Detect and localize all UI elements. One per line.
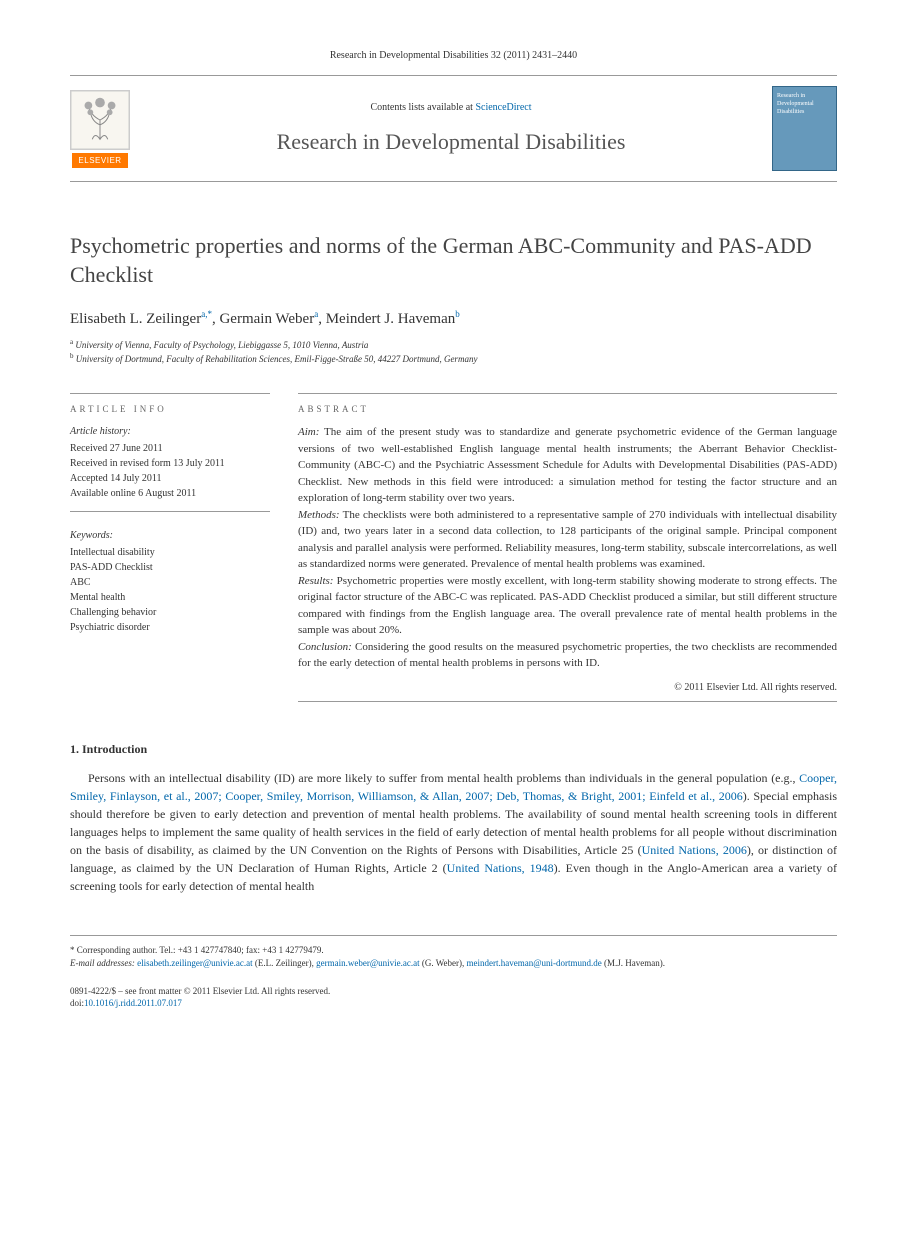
affiliation-text: University of Vienna, Faculty of Psychol… [75,340,368,350]
history-item: Received in revised form 13 July 2011 [70,456,270,471]
affiliations: a University of Vienna, Faculty of Psych… [70,338,837,365]
author: Elisabeth L. Zeilinger [70,311,201,327]
author: Meindert J. Haveman [326,311,456,327]
elsevier-tree-icon [70,90,130,150]
journal-thumb-title: Research in Developmental Disabilities [777,93,832,116]
affiliation: b University of Dortmund, Faculty of Reh… [70,352,837,366]
keyword: Intellectual disability [70,545,270,560]
citation-link[interactable]: United Nations, 1948 [447,861,554,875]
issn-line: 0891-4222/$ – see front matter © 2011 El… [70,985,837,998]
abstract-copyright: © 2011 Elsevier Ltd. All rights reserved… [298,682,837,702]
contents-lists-line: Contents lists available at ScienceDirec… [150,102,752,113]
keyword: Challenging behavior [70,605,270,620]
footer-meta: 0891-4222/$ – see front matter © 2011 El… [70,985,837,1010]
abstract-text: Psychometric properties were mostly exce… [298,575,837,637]
article-info-heading: ARTICLE INFO [70,393,270,414]
abstract-col: ABSTRACT Aim: The aim of the present stu… [298,393,837,702]
intro-text: Persons with an intellectual disability … [88,771,799,785]
masthead: ELSEVIER Contents lists available at Sci… [70,75,837,182]
publisher-logo-block: ELSEVIER [70,90,130,168]
email-link[interactable]: germain.weber@univie.ac.at [316,958,420,968]
abstract-label: Conclusion: [298,641,352,653]
author-list: Elisabeth L. Zeilingera,*, Germain Weber… [70,309,837,328]
affiliation-text: University of Dortmund, Faculty of Rehab… [76,354,478,364]
article-info-col: ARTICLE INFO Article history: Received 2… [70,393,270,702]
keywords: Keywords: Intellectual disability PAS-AD… [70,528,270,635]
history-item: Available online 6 August 2011 [70,486,270,501]
article-history: Article history: Received 27 June 2011 R… [70,424,270,512]
keywords-label: Keywords: [70,528,270,543]
affiliation-mark: a [70,338,73,346]
history-item: Received 27 June 2011 [70,441,270,456]
email-who: (G. Weber) [422,958,462,968]
abstract-label: Methods: [298,509,340,521]
abstract-section: Methods: The checklists were both admini… [298,507,837,573]
email-addresses: E-mail addresses: elisabeth.zeilinger@un… [70,957,837,971]
masthead-center: Contents lists available at ScienceDirec… [130,102,772,155]
abstract-text: Considering the good results on the meas… [298,641,837,670]
keyword: Psychiatric disorder [70,620,270,635]
history-item: Accepted 14 July 2011 [70,471,270,486]
corresponding-author: * Corresponding author. Tel.: +43 1 4277… [70,944,837,958]
affiliation-mark: b [70,352,74,360]
abstract-label: Results: [298,575,333,587]
citation-link[interactable]: United Nations, 2006 [642,843,747,857]
elsevier-label: ELSEVIER [72,153,127,168]
sciencedirect-link[interactable]: ScienceDirect [475,102,531,113]
email-label: E-mail addresses: [70,958,135,968]
section-heading-intro: 1. Introduction [70,742,837,757]
author-mark: a [314,309,318,319]
email-who: (M.J. Haveman). [604,958,665,968]
abstract-body: Aim: The aim of the present study was to… [298,424,837,672]
journal-name: Research in Developmental Disabilities [150,129,752,155]
intro-paragraph: Persons with an intellectual disability … [70,769,837,895]
article-title: Psychometric properties and norms of the… [70,232,837,289]
keyword: Mental health [70,590,270,605]
author-mark: a,* [201,309,212,319]
keyword: PAS-ADD Checklist [70,560,270,575]
abstract-heading: ABSTRACT [298,393,837,414]
history-label: Article history: [70,424,270,439]
doi-line: doi:10.1016/j.ridd.2011.07.017 [70,997,837,1010]
abstract-section: Results: Psychometric properties were mo… [298,573,837,639]
doi-prefix: doi: [70,998,84,1008]
journal-cover-thumb: Research in Developmental Disabilities [772,86,837,171]
author-mark: b [455,309,460,319]
footnotes: * Corresponding author. Tel.: +43 1 4277… [70,935,837,971]
doi-link[interactable]: 10.1016/j.ridd.2011.07.017 [84,998,182,1008]
abstract-label: Aim: [298,426,319,438]
keyword: ABC [70,575,270,590]
email-who: (E.L. Zeilinger) [255,958,312,968]
contents-prefix: Contents lists available at [370,102,475,113]
running-head: Research in Developmental Disabilities 3… [70,50,837,61]
author: Germain Weber [219,311,314,327]
abstract-text: The aim of the present study was to stan… [298,426,837,504]
email-link[interactable]: elisabeth.zeilinger@univie.ac.at [137,958,253,968]
info-abstract-row: ARTICLE INFO Article history: Received 2… [70,393,837,702]
abstract-section: Conclusion: Considering the good results… [298,639,837,672]
affiliation: a University of Vienna, Faculty of Psych… [70,338,837,352]
email-link[interactable]: meindert.haveman@uni-dortmund.de [467,958,602,968]
abstract-text: The checklists were both administered to… [298,509,837,571]
abstract-section: Aim: The aim of the present study was to… [298,424,837,507]
